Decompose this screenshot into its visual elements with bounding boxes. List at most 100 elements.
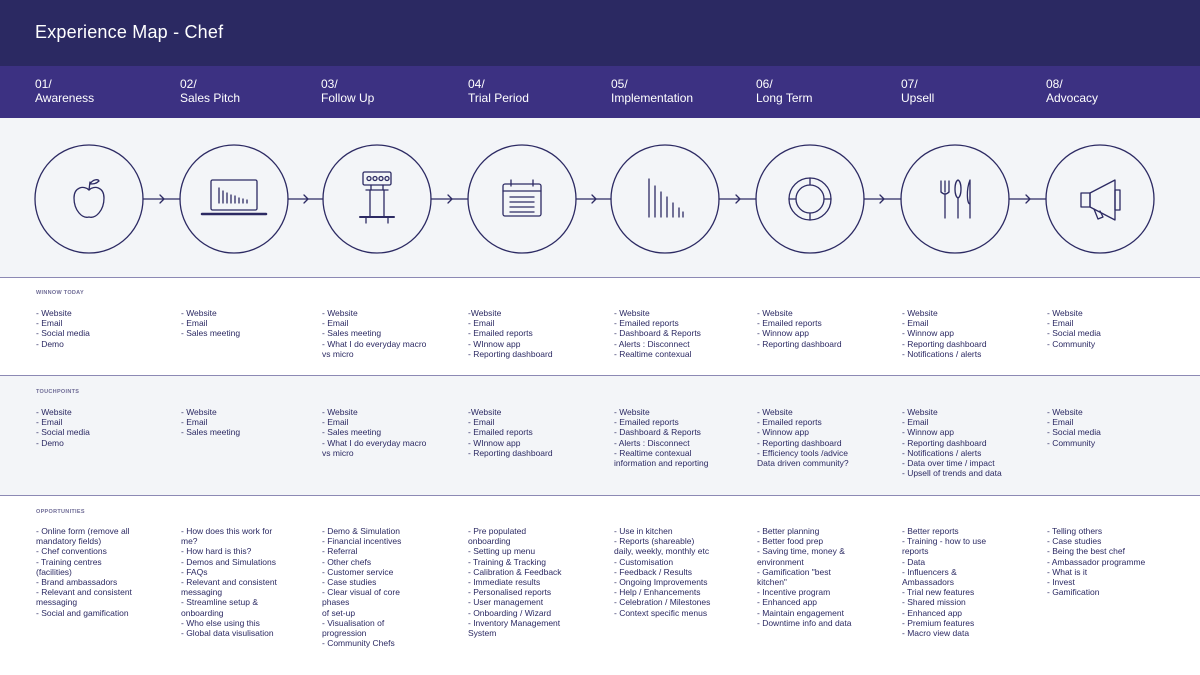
list-item: - Better planning [757,526,820,536]
journey-icon-band [0,118,1200,277]
list-item: - Shared mission [902,597,966,608]
list-item: - Social media [36,427,90,438]
list-item: - Email [322,417,349,428]
list-item: - Personalised reports [468,587,552,598]
arrow-icon [863,194,902,204]
bar-chart-icon [648,178,684,218]
list-item: - Website [1047,407,1083,417]
list-item: - Email [902,417,929,428]
stage-name: Follow Up [321,91,375,105]
winnow-today-awareness: - Website - Email - Social media - Demo [36,308,174,349]
stage-circle [1045,144,1155,254]
stage-follow-up: 03/Follow Up [321,77,374,105]
list-item: - Celebration / Milestones [614,597,711,608]
list-item: kitchen" [757,577,787,588]
stage-number: 02/ [180,77,197,91]
section-divider [0,277,1200,278]
list-item: - Telling others [1047,526,1103,536]
list-item: - Website [614,407,650,417]
opportunities-follow-up: - Demo & Simulation - Financial incentive… [322,526,460,648]
section-label-opportunities: OPPORTUNITIES [36,509,85,515]
stage-sales-pitch: 02/Sales Pitch [180,77,240,105]
opportunities-long-term: - Better planning - Better food prep - Sav… [757,526,895,628]
touchpoints-long-term: - Website - Emailed reports - Winnow app - … [757,407,895,468]
stage-number: 05/ [611,77,628,91]
list-item: - Inventory Management [468,617,561,628]
list-item: reports [902,546,929,557]
list-item: - Downtime info and data [757,617,852,628]
section-label-winnow-today: WINNOW TODAY [36,290,84,296]
list-item: - Website [322,308,358,318]
list-item: - Immediate results [468,577,541,588]
list-item: - Winnow app [757,427,809,438]
list-item: - Brand ambassadors [36,577,118,588]
list-item: - Website [614,308,650,318]
stage-name: Awareness [35,91,95,105]
list-item: - Notifications / alerts [902,348,982,359]
list-item: - Realtime contexual [614,348,692,359]
list-item: - Feedback / Results [614,566,692,577]
section-label-touchpoints: TOUCHPOINTS [36,389,80,395]
list-item: - Training centres [36,556,102,567]
list-item: - Email [322,318,349,329]
winnow-today-upsell: - Website - Email - Winnow app - Reporting … [902,308,1040,359]
list-item: - Emailed reports [757,318,822,329]
list-item: - Financial incentives [322,536,402,547]
stage-name: Long Term [756,91,813,105]
list-item: - Community [1047,338,1096,349]
opportunities-implementation: - Use in kitchen - Reports (shareable) da… [614,526,752,618]
list-item: - Data [902,556,926,567]
list-item: - User management [468,597,544,608]
list-item: -Website [468,407,502,417]
list-item: - Emailed reports [614,318,679,329]
list-item: vs micro [322,348,354,359]
touchpoints-trial-period: -Website - Email - Emailed reports - WInnow… [468,407,606,458]
winnow-today-implementation: - Website - Emailed reports - Dashboard & … [614,308,752,359]
stage-name: Advocacy [1046,91,1099,105]
touchpoints-follow-up: - Website - Email - Sales meeting - What I … [322,407,460,458]
list-item: - Invest [1047,577,1075,588]
list-item: - Emailed reports [468,427,533,438]
stage-number: 01/ [35,77,52,91]
stage-circle [467,144,577,254]
list-item: - Alerts : Disconnect [614,437,690,448]
list-item: - Ambassador programme [1047,556,1146,567]
list-item: - Data over time / impact [902,458,995,469]
list-item: - Email [902,318,929,329]
touchpoints-implementation: - Website - Emailed reports - Dashboard & … [614,407,752,468]
stage-header-bar: 01/Awareness 02/Sales Pitch 03/Follow Up… [0,66,1200,118]
stage-awareness: 01/Awareness [35,77,94,105]
stage-number: 08/ [1046,77,1063,91]
list-item: - FAQs [181,566,208,577]
list-item: - Sales meeting [181,427,241,438]
list-item: - WInnow app [468,437,521,448]
list-item: - Help / Enhancements [614,587,701,598]
touchpoints-awareness: - Website - Email - Social media - Demo [36,407,174,448]
title-bar: Experience Map - Chef [0,0,1200,66]
list-item: - Pre populated [468,526,527,536]
apple-icon [73,179,105,218]
cutlery-icon [940,179,971,219]
stage-name: Upsell [901,91,935,105]
list-item: - Email [36,417,63,428]
list-item: - Demo [36,338,64,349]
list-item: - Online form (remove all [36,526,130,536]
list-item: - Gamification "best [757,566,831,577]
journey-flow [34,144,1155,254]
list-item: - Sales meeting [322,427,382,438]
list-item: - Social media [1047,427,1101,438]
stage-number: 06/ [756,77,773,91]
section-divider [0,495,1200,496]
list-item: - Email [1047,318,1074,329]
list-item: - Use in kitchen [614,526,673,536]
opportunities-upsell: - Better reports - Training - how to use … [902,526,1040,638]
list-item: - Website [902,407,938,417]
arrow-icon [575,194,612,204]
list-item: - Who else using this [181,617,260,628]
stage-circle [610,144,720,254]
winnow-today-trial-period: -Website - Email - Emailed reports - WInnow… [468,308,606,359]
list-item: - Email [36,318,63,329]
stage-circle [34,144,144,254]
stage-upsell: 07/Upsell [901,77,934,105]
list-item: Data driven community? [757,458,849,469]
